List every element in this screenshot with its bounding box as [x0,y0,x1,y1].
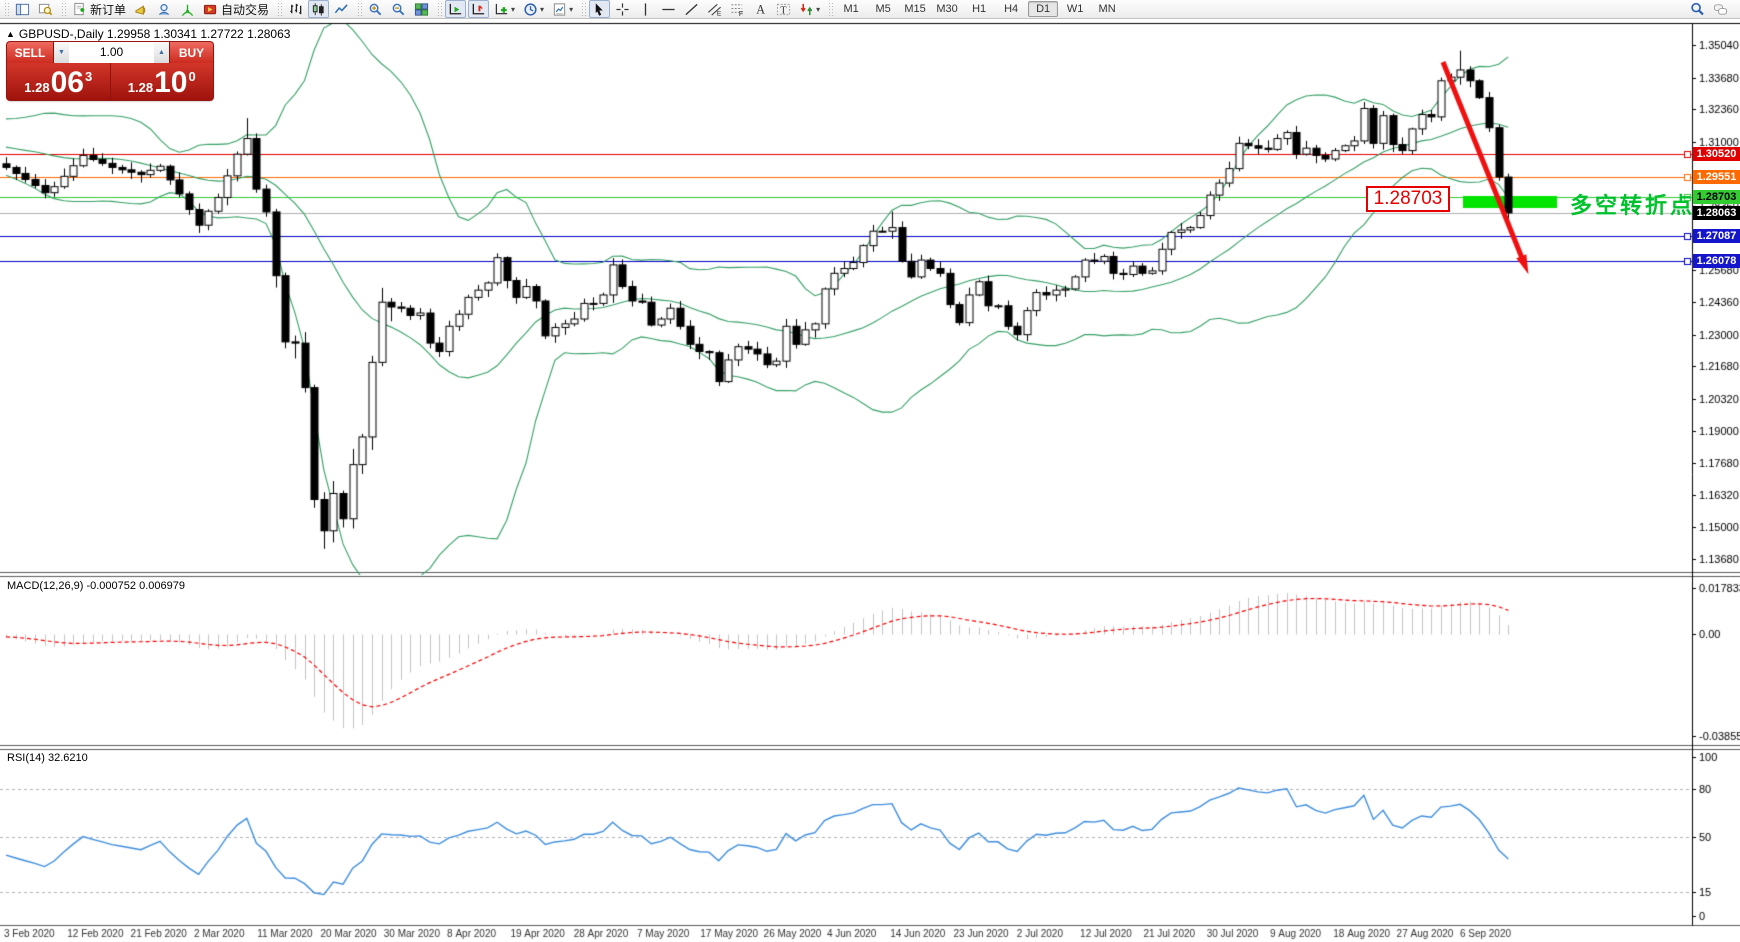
toolbar-group [364,0,433,18]
symbol-collapse-icon[interactable]: ▲ [6,29,15,39]
toolbar-group-grip [4,2,9,16]
buy-price[interactable]: 1.28 10 0 [111,63,214,100]
buy-price-prefix: 1.28 [127,80,154,95]
sell-price-pips: 06 [50,66,84,99]
line-chart-button[interactable] [331,0,352,18]
trendline-tool-button[interactable] [681,0,702,18]
dropdown-arrow-icon[interactable]: ▾ [511,4,516,14]
toolbar-group: ▾ ▾ ▾ [444,0,577,18]
price-annotation-label[interactable]: 1.28703 [1366,186,1450,212]
price-level-tag: 1.28063 [1693,206,1740,220]
sell-price-prefix: 1.28 [24,80,50,95]
toolbar-group-grip [581,2,587,16]
dropdown-arrow-icon[interactable]: ▾ [540,4,545,14]
price-level-tag: 1.28703 [1693,190,1740,204]
buy-price-pips: 10 [154,66,188,99]
tile-windows-button[interactable] [411,0,432,18]
pivot-note-annotation[interactable]: 多空转折点 [1570,193,1696,218]
timeframe-M30[interactable]: M30 [936,3,958,15]
profiles-icon[interactable] [35,0,56,18]
new-order-button[interactable]: 新订单 [69,0,129,18]
fibonacci-tool-button[interactable]: F [727,0,748,18]
sell-price-point: 3 [84,69,93,84]
search-icon[interactable] [1687,0,1708,18]
volume-stepper: ▼ 1.00 ▲ [54,42,169,63]
market-watch-icon[interactable] [154,0,175,18]
svg-text:E: E [717,10,722,16]
chart-shift-button[interactable] [468,0,490,18]
toolbar-group-grip [357,2,363,16]
zoom-in-button[interactable] [365,0,386,18]
new-chart-window-icon[interactable] [12,0,33,18]
auto-scroll-button[interactable] [445,0,467,18]
one-click-top-row: SELL ▼ 1.00 ▲ BUY [7,42,213,63]
symbol-ohlc-text: GBPUSD-,Daily 1.29958 1.30341 1.27722 1.… [18,27,291,41]
horizontal-line-tool-button[interactable] [658,0,679,18]
signals-icon[interactable] [177,0,198,18]
timeframe-W1[interactable]: W1 [1066,3,1084,15]
volume-value[interactable]: 1.00 [99,45,124,59]
toolbar-group-grip [277,2,283,16]
svg-text:F: F [739,11,743,17]
cursor-tool-button[interactable] [589,0,611,18]
vertical-line-tool-button[interactable] [635,0,656,18]
dropdown-arrow-icon[interactable]: ▾ [569,4,574,14]
toolbar-group-grip [437,2,443,16]
volume-decrease-button[interactable]: ▼ [54,42,69,63]
toolbar: 新订单 自动交易 ▾ ▾ ▾ E F A T ▾ M1 M5 M15 M30 H1 H4 D1 W1 MN [0,0,1740,19]
price-level-tag: 1.26078 [1693,254,1740,268]
macd-indicator-label: MACD(12,26,9) -0.000752 0.006979 [7,580,185,592]
toolbar-group-grip [828,2,834,16]
dropdown-arrow-icon[interactable]: ▾ [816,4,821,14]
text-label-tool-button[interactable]: T [773,0,794,18]
volume-increase-button[interactable]: ▲ [154,42,169,63]
timeframe-M5[interactable]: M5 [875,3,891,15]
indicators-button[interactable]: ▾ [491,0,518,18]
timeframe-H1[interactable]: H1 [972,3,987,15]
toolbar-group [284,0,353,18]
timeframe-MN[interactable]: MN [1098,3,1116,15]
toolbar-group: E F A T ▾ [588,0,824,18]
toolbar-group: 新订单 自动交易 [68,0,273,18]
equidistant-channel-tool-button[interactable]: E [704,0,725,18]
svg-text:A: A [756,2,765,16]
periods-button[interactable]: ▾ [520,0,547,18]
expert-advisors-icon[interactable] [131,0,152,18]
sell-button[interactable]: SELL [7,42,54,63]
toolbar-group [11,0,57,18]
price-level-tag: 1.27087 [1693,229,1740,243]
timeframe-M15[interactable]: M15 [904,3,926,15]
timeframes-group: M1 M5 M15 M30 H1 H4 D1 W1 MN [835,0,1123,18]
rsi-indicator-label: RSI(14) 32.6210 [7,752,88,764]
text-tool-button[interactable]: A [750,0,771,18]
chat-icon[interactable] [1710,0,1731,18]
timeframe-M1[interactable]: M1 [843,3,859,15]
new-order-button-label: 新订单 [90,2,127,17]
price-level-tag: 1.29551 [1693,170,1740,184]
candlestick-chart-button[interactable] [308,0,330,18]
toolbar-right-icons [1686,0,1732,18]
autotrading-button-label: 自动交易 [221,2,270,17]
sell-price[interactable]: 1.28 06 3 [7,63,111,100]
timeframe-D1[interactable]: D1 [1028,1,1059,17]
one-click-price-row: 1.28 06 3 1.28 10 0 [7,63,213,100]
buy-price-point: 0 [188,69,196,84]
crosshair-tool-button[interactable] [612,0,633,18]
bar-chart-button[interactable] [285,0,306,18]
autotrading-button[interactable]: 自动交易 [200,0,272,18]
symbol-info: ▲ GBPUSD-,Daily 1.29958 1.30341 1.27722 1… [6,27,290,41]
timeframe-H4[interactable]: H4 [1004,3,1019,15]
zoom-out-button[interactable] [388,0,409,18]
buy-button[interactable]: BUY [169,42,213,63]
toolbar-group-grip [61,2,66,16]
one-click-trading-panel: SELL ▼ 1.00 ▲ BUY 1.28 06 3 1.28 10 0 [7,42,213,100]
svg-text:T: T [780,5,787,16]
arrows-tool-button[interactable]: ▾ [796,0,823,18]
price-level-tag: 1.30520 [1693,147,1740,161]
templates-button[interactable]: ▾ [549,0,576,18]
